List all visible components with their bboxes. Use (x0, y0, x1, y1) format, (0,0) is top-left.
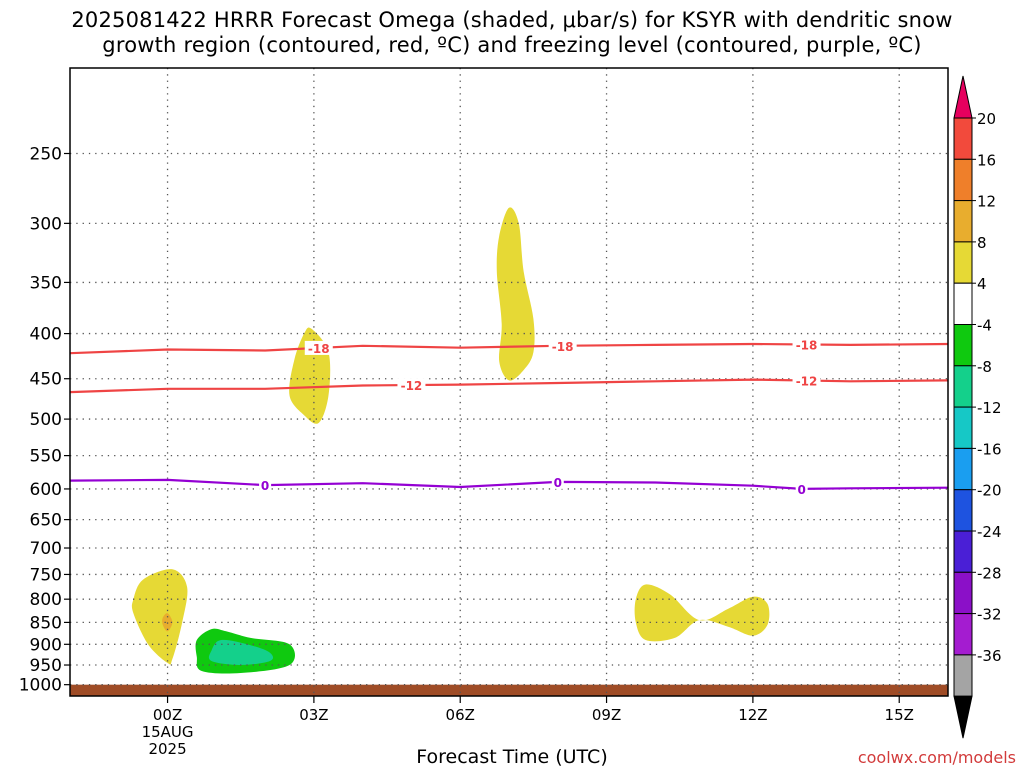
y-tick-label: 300 (30, 214, 62, 234)
contour-label-bg (792, 373, 821, 388)
y-tick-label: 650 (30, 511, 62, 531)
x-tick-label: 00Z (153, 706, 182, 724)
colorbar-label: -20 (977, 482, 1002, 500)
contour-label: -18 (552, 340, 574, 354)
x-tick-label: 06Z (446, 706, 475, 724)
contour-label-bg (795, 481, 808, 496)
colorbar-label: -24 (977, 523, 1002, 541)
y-tick-label: 850 (30, 613, 62, 633)
contour-label: 0 (554, 476, 562, 490)
y-tick-label: 350 (30, 273, 62, 293)
colorbar-label: -32 (977, 606, 1002, 624)
colorbar-segment (953, 241, 973, 284)
colorbar-label: 16 (977, 151, 996, 169)
contour-label: -18 (308, 342, 330, 356)
x-tick-label: 12Z (738, 706, 767, 724)
colorbar-segment (953, 282, 973, 326)
colorbar-label: 4 (977, 275, 987, 293)
omega-shading-layer (131, 207, 770, 674)
terrain-layer (70, 684, 948, 696)
x-axis-label: Forecast Time (UTC) (416, 746, 608, 768)
x-tick-label: 03Z (299, 706, 328, 724)
colorbar-segment (953, 447, 973, 491)
contour-label-bg (304, 340, 333, 355)
x-tick-sublabel: 15AUG (142, 723, 194, 741)
y-tick-label: 400 (30, 325, 62, 345)
chart-title-line-2: growth region (contoured, red, ºC) and f… (102, 33, 922, 57)
colorbar-segment (953, 613, 973, 656)
x-tick-label: 15Z (885, 706, 914, 724)
colorbar-label: -36 (977, 647, 1002, 665)
colorbar-segment (953, 571, 973, 615)
colorbar-segment (953, 200, 973, 243)
plot-frame (69, 67, 949, 697)
contour-label-bg (548, 338, 577, 353)
colorbar-segment (953, 158, 973, 202)
colorbar-segment (953, 654, 973, 697)
colorbar-label: 12 (977, 193, 996, 211)
y-tick-label: 500 (30, 410, 62, 430)
y-tick-label: 250 (30, 144, 62, 164)
colorbar-label: -12 (977, 399, 1002, 417)
colorbar-top-arrow (953, 75, 973, 119)
contour-label: -12 (796, 375, 818, 389)
contour-label: 0 (797, 483, 805, 497)
y-axis-ticks: 2503003504004505005506006507007508008509… (19, 144, 70, 696)
y-tick-label: 750 (30, 565, 62, 585)
colorbar: 20 16 12 8 4 -4 -8 -12 -16 -20 -24 -28 -32 -36 (953, 75, 1002, 739)
terrain-fill (70, 684, 948, 696)
y-tick-label: 950 (30, 656, 62, 676)
colorbar-segment (953, 365, 973, 408)
colorbar-bottom-arrow (953, 695, 973, 739)
y-tick-label: 1000 (19, 676, 62, 696)
colorbar-label: 20 (977, 110, 996, 128)
y-tick-label: 900 (30, 635, 62, 655)
contour-line (70, 478, 948, 490)
x-tick-label: 09Z (592, 706, 621, 724)
y-tick-label: 600 (30, 480, 62, 500)
colorbar-label: -16 (977, 440, 1002, 458)
colorbar-label: -8 (977, 358, 992, 376)
contour-label-bg (259, 478, 272, 493)
y-tick-label: 700 (30, 539, 62, 559)
contour-label: -18 (796, 338, 818, 352)
colorbar-label: -4 (977, 317, 992, 335)
y-tick-label: 450 (30, 370, 62, 390)
contour-label-bg (551, 474, 564, 489)
omega-region (208, 639, 274, 665)
omega-region (634, 584, 770, 642)
contour-label: -12 (401, 379, 423, 393)
chart-title-line-1: 2025081422 HRRR Forecast Omega (shaded, … (71, 8, 953, 32)
credit-text: coolwx.com/models (857, 748, 1016, 767)
colorbar-label: -28 (977, 564, 1002, 582)
colorbar-segment (953, 406, 973, 449)
contour-label: 0 (261, 479, 269, 493)
y-tick-label: 550 (30, 447, 62, 467)
y-tick-label: 800 (30, 590, 62, 610)
colorbar-segment (953, 489, 973, 532)
omega-region (496, 207, 535, 381)
omega-region (162, 613, 173, 632)
x-tick-sublabel: 2025 (148, 740, 186, 758)
colorbar-segment (953, 324, 973, 367)
contour-label-bg (397, 378, 426, 393)
colorbar-segment (953, 530, 973, 573)
contour-label-bg (792, 337, 821, 352)
plot-border (69, 67, 949, 697)
contour-layer: -18 -18 -18 -12 -12 0 0 0 (70, 337, 948, 497)
omega-region (131, 569, 188, 665)
colorbar-segment (953, 117, 973, 160)
colorbar-label: 8 (977, 234, 987, 252)
